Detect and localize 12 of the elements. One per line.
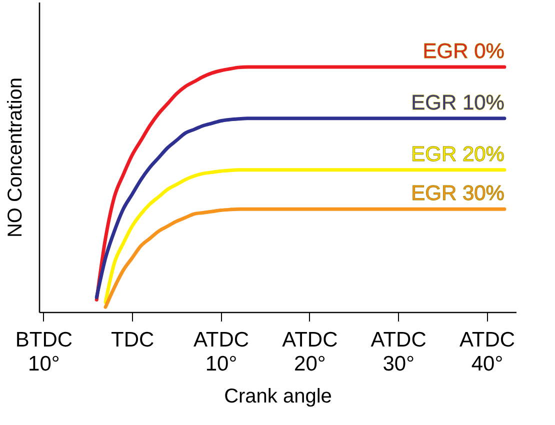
x-tick-label: ATDC 40° xyxy=(459,328,516,376)
y-axis-title: NO Concentration xyxy=(4,77,26,238)
series-label: EGR 10% xyxy=(411,91,504,114)
x-tick-label: BTDC 10° xyxy=(15,328,73,376)
series-label: EGR 0% xyxy=(422,40,504,63)
x-tick-label: ATDC 20° xyxy=(282,328,338,376)
x-tick-label: ATDC 30° xyxy=(370,328,426,376)
series-label: EGR 20% xyxy=(411,142,504,166)
series-label: EGR 30% xyxy=(411,182,504,206)
x-tick-label: TDC xyxy=(111,328,154,352)
x-axis-title: Crank angle xyxy=(224,386,332,408)
x-tick-label: ATDC 10° xyxy=(193,328,250,376)
